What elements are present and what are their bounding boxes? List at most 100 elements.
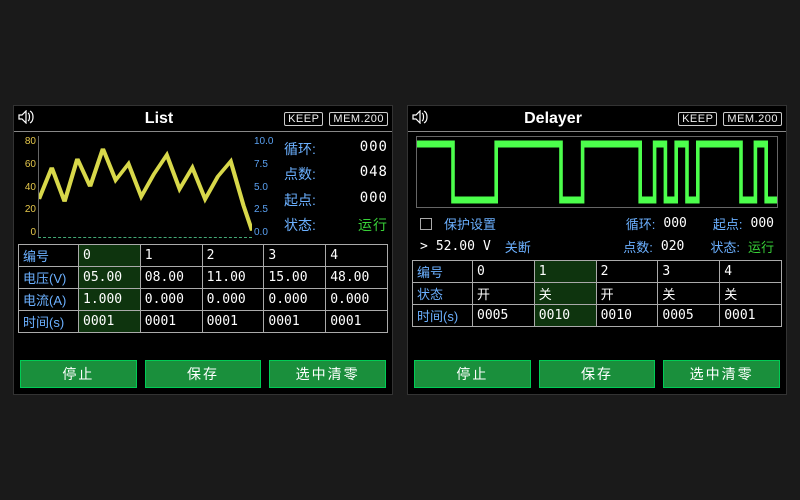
plot-area	[416, 136, 778, 208]
tick-label: 2.5	[254, 204, 278, 215]
col-index[interactable]: 4	[326, 245, 388, 267]
button-保存[interactable]: 保存	[539, 360, 656, 388]
table-cell[interactable]: 0.000	[326, 289, 388, 311]
table-cell[interactable]: 开	[596, 283, 658, 305]
col-index[interactable]: 4	[720, 261, 782, 283]
stat-value: 048	[360, 164, 388, 184]
stat-value: 运行	[748, 237, 774, 256]
chart: 806040200 10.07.55.02.50.0	[16, 136, 280, 238]
keep-badge: KEEP	[284, 112, 323, 126]
screen-title: List	[40, 110, 278, 128]
table-cell[interactable]: 0005	[473, 305, 535, 327]
table-cell[interactable]: 0001	[79, 311, 141, 333]
footer: 停止保存选中清零	[14, 356, 392, 394]
chart	[412, 136, 782, 208]
stat-value: 运行	[358, 215, 388, 235]
table-cell[interactable]: 0.000	[140, 289, 202, 311]
table-cell[interactable]: 关	[720, 283, 782, 305]
table-cell[interactable]: 1.000	[79, 289, 141, 311]
stat-row: 点数: 048	[284, 164, 388, 184]
stat-label: 状态:	[284, 215, 316, 235]
header: List KEEP MEM.200	[14, 106, 392, 132]
table-cell[interactable]: 0.000	[202, 289, 264, 311]
button-选中清零[interactable]: 选中清零	[663, 360, 780, 388]
table-cell[interactable]: 0001	[264, 311, 326, 333]
keep-badge: KEEP	[678, 112, 717, 126]
y-axis-left: 806040200	[18, 136, 36, 238]
tick-label: 5.0	[254, 182, 278, 193]
mem-badge: MEM.200	[723, 112, 782, 126]
col-index[interactable]: 0	[473, 261, 535, 283]
y-axis-right: 10.0 7.5 5.0 2.5 0.0	[254, 136, 278, 238]
col-index[interactable]: 3	[658, 261, 720, 283]
table-cell[interactable]: 11.00	[202, 267, 264, 289]
table-cell[interactable]: 0001	[720, 305, 782, 327]
button-选中清零[interactable]: 选中清零	[269, 360, 386, 388]
row-header: 电压(V)	[19, 267, 79, 289]
plot-area	[38, 136, 252, 238]
threshold-prefix: >	[420, 239, 428, 254]
stat-value: 000	[360, 190, 388, 210]
stat-row: 起点: 000	[284, 190, 388, 210]
table-cell[interactable]: 48.00	[326, 267, 388, 289]
row-header: 时间(s)	[19, 311, 79, 333]
col-index[interactable]: 1	[140, 245, 202, 267]
table-cell[interactable]: 0010	[596, 305, 658, 327]
table-cell[interactable]: 0.000	[264, 289, 326, 311]
stat-label: 起点:	[713, 214, 743, 233]
col-index[interactable]: 2	[596, 261, 658, 283]
screen-title: Delayer	[434, 110, 672, 128]
data-table: 编号01234状态开关开关关时间(s)00050010001000050001	[412, 260, 782, 327]
table-cell[interactable]: 05.00	[79, 267, 141, 289]
speaker-icon	[18, 110, 34, 127]
list-screen: List KEEP MEM.200 806040200 10.07.55.02.…	[13, 105, 393, 395]
header: Delayer KEEP MEM.200	[408, 106, 786, 132]
row-header: 电流(A)	[19, 289, 79, 311]
tick-label: 10.0	[254, 136, 278, 147]
button-停止[interactable]: 停止	[414, 360, 531, 388]
table-cell[interactable]: 0005	[658, 305, 720, 327]
tick-label: 60	[18, 159, 36, 170]
mem-badge: MEM.200	[329, 112, 388, 126]
button-保存[interactable]: 保存	[145, 360, 262, 388]
stats-panel: 循环:000点数:048起点:000状态:运行	[282, 132, 392, 242]
table-cell[interactable]: 0001	[326, 311, 388, 333]
stat-label: 起点:	[284, 190, 316, 210]
col-index[interactable]: 3	[264, 245, 326, 267]
col-index[interactable]: 0	[79, 245, 141, 267]
protect-checkbox[interactable]	[420, 218, 432, 230]
stat-label: 点数:	[284, 164, 316, 184]
stat-label: 循环:	[626, 214, 656, 233]
row-header: 时间(s)	[413, 305, 473, 327]
stat-row: 状态: 运行	[284, 215, 388, 235]
col-header: 编号	[413, 261, 473, 283]
table-cell[interactable]: 08.00	[140, 267, 202, 289]
action-label: 关断	[505, 237, 531, 256]
delayer-screen: Delayer KEEP MEM.200 保护设置 循环: 000 起点: 00…	[407, 105, 787, 395]
footer: 停止保存选中清零	[408, 356, 786, 394]
table-cell[interactable]: 关	[658, 283, 720, 305]
speaker-icon	[412, 110, 428, 127]
table-cell[interactable]: 0010	[534, 305, 596, 327]
stat-value: 000	[751, 216, 774, 231]
protect-panel: 保护设置 循环: 000 起点: 000 > 52.00 V 关断 点数: 02…	[408, 212, 786, 258]
data-table: 编号01234 电压(V)05.0008.0011.0015.0048.00 电流(…	[18, 244, 388, 333]
col-header: 编号	[19, 245, 79, 267]
threshold-value: 52.00	[436, 239, 475, 254]
tick-label: 0.0	[254, 227, 278, 238]
col-index[interactable]: 1	[534, 261, 596, 283]
table-cell[interactable]: 15.00	[264, 267, 326, 289]
tick-label: 80	[18, 136, 36, 147]
tick-label: 7.5	[254, 159, 278, 170]
button-停止[interactable]: 停止	[20, 360, 137, 388]
table-cell[interactable]: 0001	[140, 311, 202, 333]
table-cell[interactable]: 开	[473, 283, 535, 305]
stat-label: 状态:	[710, 237, 740, 256]
table-cell[interactable]: 0001	[202, 311, 264, 333]
tick-label: 0	[18, 227, 36, 238]
tick-label: 20	[18, 204, 36, 215]
table-cell[interactable]: 关	[534, 283, 596, 305]
stat-value: 000	[360, 139, 388, 159]
chart-area: 806040200 10.07.55.02.50.0 循环:000点数:048起…	[14, 132, 392, 242]
col-index[interactable]: 2	[202, 245, 264, 267]
